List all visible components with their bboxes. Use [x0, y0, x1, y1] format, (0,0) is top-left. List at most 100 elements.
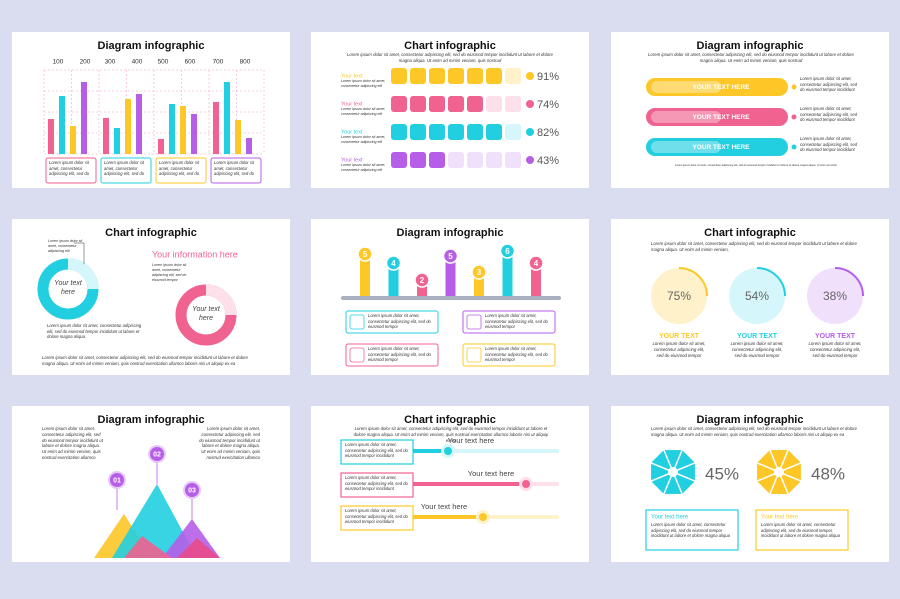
slide-title: Chart infographic [105, 227, 197, 239]
mountain [124, 536, 172, 558]
paragraph-box: Lorem ipsum dolor sit amet, consectetur … [48, 239, 82, 253]
bar [224, 82, 230, 154]
progress-square [391, 96, 407, 112]
pill [646, 108, 788, 126]
progress-square [486, 124, 502, 140]
paragraph-box: Lorem ipsum dolor sit amet, consectetur … [341, 163, 386, 172]
row-label: Your text [341, 101, 363, 107]
slide-title: Diagram infographic [697, 40, 804, 52]
step-badge [108, 471, 126, 489]
paragraph: Lorem ipsum dolor sit amet, consectetur … [730, 341, 784, 358]
circle-label: YOUR TEXT [815, 333, 856, 340]
note-box: Lorem ipsum dolor sit amet, consectetur … [159, 160, 200, 177]
percent: 82% [537, 127, 559, 139]
column [445, 256, 456, 296]
paragraph-box: Lorem ipsum dolor sit amet, consectetur … [199, 426, 260, 460]
percent: 38% [823, 289, 847, 303]
progress-square [429, 96, 445, 112]
marker [526, 72, 534, 80]
column [388, 263, 399, 296]
paragraph-box: Lorem ipsum dolor sit amet, consectetur … [648, 52, 854, 63]
text-box [340, 472, 414, 498]
circle-bg [651, 268, 707, 324]
axis-label: 800 [240, 59, 251, 66]
note-box: Lorem ipsum dolor sit amet, consectetur … [214, 160, 255, 177]
progress-square [486, 152, 502, 168]
slide: Chart infographic Lorem ipsum dolor sit a… [611, 219, 889, 375]
text-box [340, 439, 414, 465]
slide-title: Diagram infographic [98, 414, 205, 426]
progress-square [410, 68, 426, 84]
progress-square [429, 124, 445, 140]
slide-title: Chart infographic [704, 227, 796, 239]
note-box [345, 343, 439, 367]
row-label: Your text here [468, 469, 514, 478]
note-box [210, 157, 262, 184]
paragraph-box: Lorem ipsum dolor sit amet, consectetur … [368, 313, 431, 329]
bar [235, 120, 241, 154]
progress-square [467, 96, 483, 112]
circle-label: YOUR TEXT [737, 333, 778, 340]
paragraph: Lorem ipsum dolor sit amet, consectetur … [485, 346, 548, 363]
note: Lorem ipsum dolor sit amet, consectetur … [159, 160, 200, 177]
percent: 74% [537, 99, 559, 111]
icon-box [466, 314, 482, 330]
paragraph: Lorem ipsum dolor sit amet, consectetur … [42, 426, 103, 460]
paragraph: Lorem ipsum dolor sit amet, consectetur … [42, 355, 248, 366]
callout [74, 242, 85, 264]
axis-label: 500 [158, 59, 169, 66]
circle-arc [756, 267, 786, 297]
octagon-hub [668, 467, 678, 477]
bar [180, 106, 186, 154]
paragraph: Lorem ipsum dolor sit amet, consectetur … [341, 107, 386, 116]
paragraph-box: Lorem ipsum dolor sit amet, consectetur … [485, 313, 548, 330]
knob-core [479, 513, 487, 521]
badge-number: 4 [534, 259, 539, 268]
note-box [345, 310, 439, 334]
progress-square [467, 152, 483, 168]
paragraph: Lorem ipsum dolor sit amet, consectetur … [341, 135, 386, 144]
pill-inner [651, 111, 721, 123]
paragraph: Lorem ipsum dolor sit amet, consectetur … [800, 76, 858, 93]
progress-square [467, 124, 483, 140]
mountain [177, 538, 220, 558]
badge-number: 5 [448, 252, 453, 261]
paragraph: Lorem ipsum dolor sit amet, consectetur … [341, 163, 386, 172]
progress-square [505, 152, 521, 168]
paragraph: Lorem ipsum dolor sit amet, consectetur … [345, 475, 408, 492]
percent: 45% [705, 464, 739, 483]
axis-label: 600 [185, 59, 196, 66]
progress-square [505, 68, 521, 84]
knob-core [444, 447, 452, 455]
paragraph: Lorem ipsum dolor sit amet, consectetur … [368, 346, 431, 363]
note: Lorem ipsum dolor sit amet, consectetur … [214, 160, 255, 177]
paragraph: Lorem ipsum dolor sit amet, consectetur … [345, 508, 408, 525]
note-box [462, 310, 556, 334]
paragraph: Lorem ipsum dolor sit amet, consectetur … [674, 164, 838, 167]
badge [471, 264, 487, 280]
paragraph: Lorem ipsum dolor sit amet, consectetur … [345, 442, 408, 459]
track-fill [413, 449, 448, 453]
badge-number: 3 [477, 268, 482, 277]
marker [526, 156, 534, 164]
bar [114, 128, 120, 154]
paragraph-box: Lorem ipsum dolor sit amet, consectetur … [368, 346, 431, 363]
donut-label: Your text here [54, 280, 82, 297]
paragraph-box: Lorem ipsum dolor sit amet, consectetur … [341, 107, 386, 116]
note-box [155, 157, 207, 184]
slide-background [12, 219, 290, 375]
paragraph: Lorem ipsum dolor sit amet, consectetur … [485, 313, 548, 330]
marker [791, 84, 797, 90]
pill-text: YOUR TEXT HERE [692, 144, 750, 151]
bar [81, 82, 87, 154]
paragraph: Lorem ipsum dolor sit amet, consectetur … [341, 79, 386, 88]
track-fill [413, 515, 483, 519]
row-label: Your text [341, 129, 363, 135]
step-number: 01 [113, 477, 121, 484]
badge [414, 272, 430, 288]
track-fill [413, 482, 526, 486]
